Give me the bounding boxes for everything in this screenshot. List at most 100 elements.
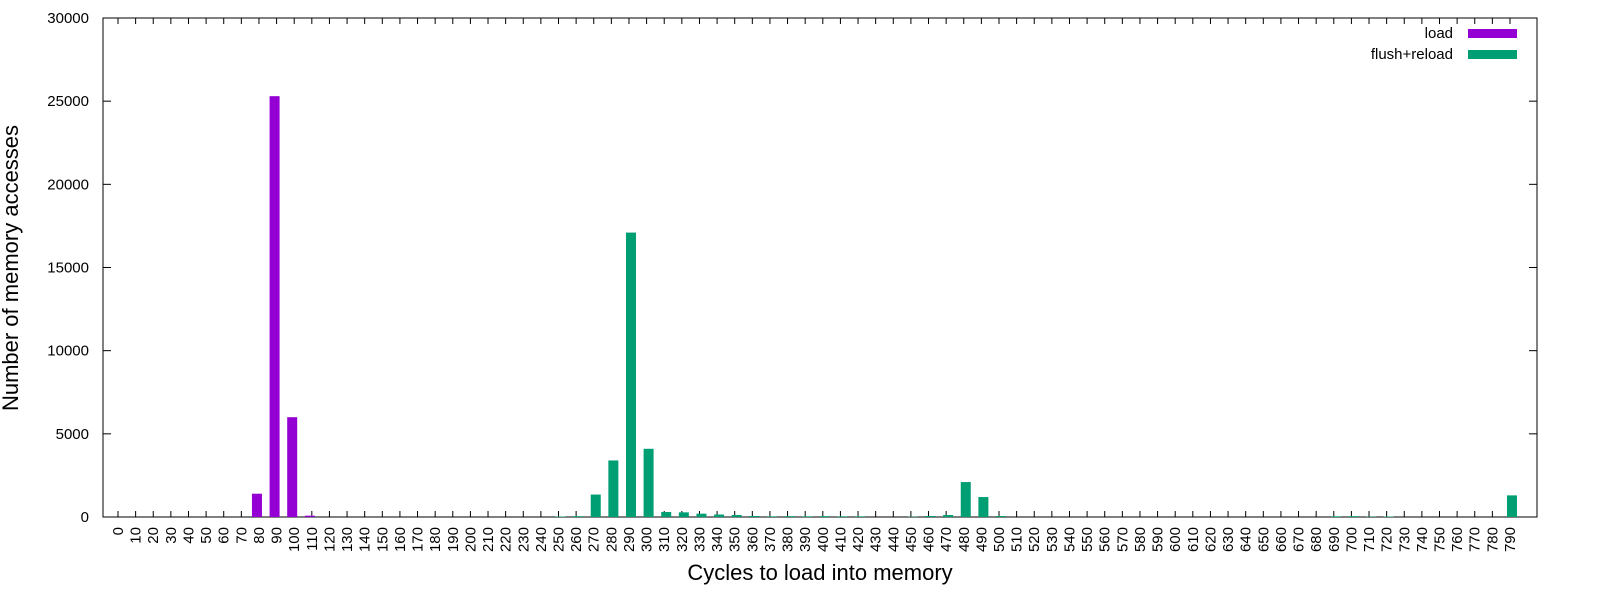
x-tick-label: 330 [691,527,708,552]
x-tick-label: 190 [445,527,462,552]
y-tick-label: 15000 [47,260,89,277]
y-tick-label: 0 [81,509,89,526]
x-tick-label: 220 [498,527,515,552]
bar [784,516,795,517]
x-tick-label: 650 [1255,527,1272,552]
x-tick-label: 170 [410,527,427,552]
x-tick-label: 320 [674,527,691,552]
x-tick-label: 750 [1432,527,1449,552]
x-tick-label: 150 [374,527,391,552]
x-tick-label: 40 [180,527,197,544]
x-tick-label: 90 [269,527,286,544]
x-tick-label: 660 [1273,527,1290,552]
bar [625,232,636,517]
x-tick-label: 110 [304,527,321,551]
x-tick-label: 460 [921,527,938,552]
x-tick-label: 310 [656,527,673,552]
bar [996,516,1006,517]
x-tick-label: 470 [938,527,955,552]
x-tick-label: 20 [145,527,162,544]
x-tick-label: 380 [780,527,797,552]
x-tick-label: 10 [128,527,145,544]
bar [960,482,971,517]
x-tick-label: 100 [286,527,303,552]
bar [714,514,725,517]
x-tick-label: 230 [515,527,532,552]
x-tick-label: 360 [744,527,761,552]
x-tick-label: 240 [533,527,550,552]
bar [819,516,830,517]
x-tick-label: 550 [1079,527,1096,552]
legend-swatch [1468,50,1517,59]
bar [978,497,989,517]
bar [573,516,584,517]
x-tick-label: 30 [163,527,180,544]
x-tick-label: 790 [1502,527,1519,552]
x-tick-label: 280 [603,527,620,552]
x-tick-label: 710 [1361,527,1378,552]
bar [643,448,654,517]
x-tick-label: 690 [1326,527,1343,552]
x-tick-label: 350 [727,527,744,552]
bar [749,516,760,517]
x-tick-label: 390 [797,527,814,552]
x-tick-label: 700 [1343,527,1360,552]
x-tick-label: 0 [110,527,127,535]
bar [696,513,707,517]
x-tick-label: 730 [1396,527,1413,552]
bar [661,512,672,517]
x-tick-label: 60 [216,527,233,544]
x-tick-label: 210 [480,527,497,552]
x-tick-label: 370 [762,527,779,552]
bar [304,515,315,517]
x-tick-label: 720 [1379,527,1396,552]
x-tick-label: 540 [1061,527,1078,552]
x-tick-label: 500 [991,527,1008,552]
x-tick-label: 290 [621,527,638,552]
x-tick-label: 610 [1185,527,1202,552]
x-tick-label: 560 [1097,527,1114,552]
x-tick-label: 180 [427,527,444,552]
bar [269,96,280,517]
bar [925,516,936,517]
bar [855,516,866,517]
bar [766,516,777,517]
legend-label: load [1425,25,1453,42]
x-tick-label: 160 [392,527,409,552]
x-tick-label: 520 [1026,527,1043,552]
x-tick-label: 780 [1484,527,1501,552]
x-tick-label: 480 [956,527,973,552]
x-tick-label: 670 [1291,527,1308,552]
legend-swatch [1468,29,1517,38]
x-tick-label: 140 [357,527,374,552]
x-tick-label: 760 [1449,527,1466,552]
x-tick-label: 80 [251,527,268,544]
y-tick-label: 25000 [47,93,89,110]
x-tick-label: 580 [1132,527,1149,552]
x-tick-label: 770 [1467,527,1484,552]
bar [1506,495,1517,517]
x-tick-label: 300 [639,527,656,552]
x-tick-label: 630 [1220,527,1237,552]
x-tick-label: 680 [1308,527,1325,552]
x-tick-label: 270 [586,527,603,552]
bar [1348,516,1359,517]
x-tick-label: 590 [1150,527,1167,552]
x-axis-label: Cycles to load into memory [687,560,952,585]
y-tick-label: 30000 [47,10,89,27]
bar [1330,516,1341,517]
x-tick-label: 260 [568,527,585,552]
x-tick-label: 400 [815,527,832,552]
x-tick-label: 200 [462,527,479,552]
plot-border [102,17,1538,518]
bar [678,512,689,517]
legend-label: flush+reload [1371,46,1453,63]
x-tick-label: 740 [1414,527,1431,552]
x-tick-label: 430 [868,527,885,552]
x-tick-label: 420 [850,527,867,552]
x-tick-label: 450 [903,527,920,552]
x-tick-label: 640 [1238,527,1255,552]
y-axis-label: Number of memory accesses [0,125,23,411]
x-tick-label: 620 [1202,527,1219,552]
